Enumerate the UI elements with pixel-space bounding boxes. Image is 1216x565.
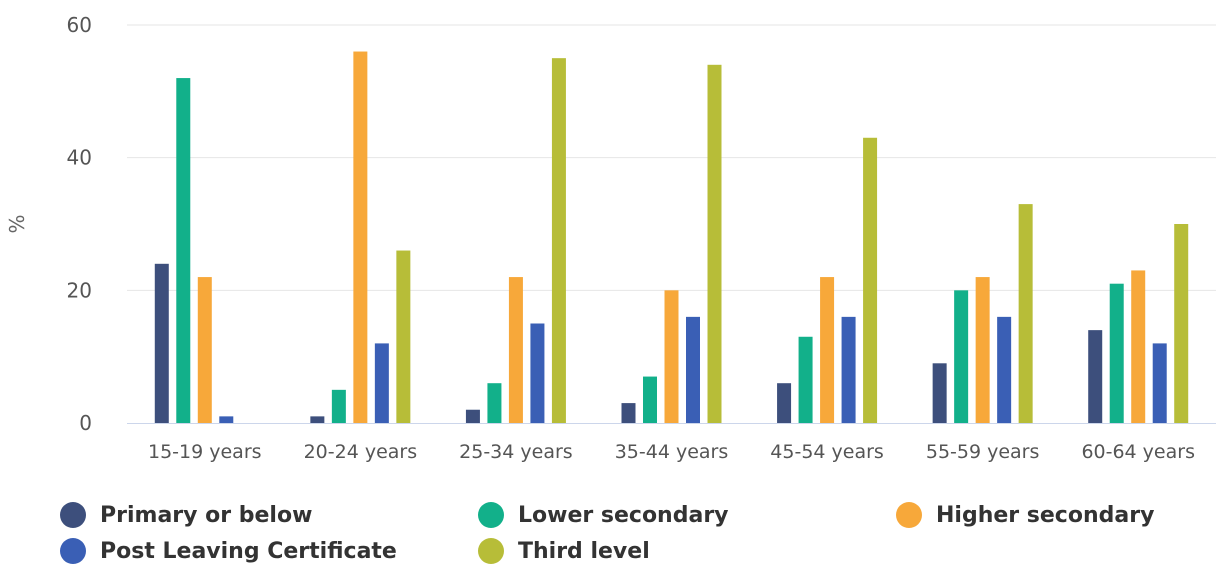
legend-item-lower-secondary[interactable]: Lower secondary bbox=[478, 502, 729, 528]
bar[interactable] bbox=[508, 277, 523, 423]
x-tick-label: 45-54 years bbox=[770, 441, 884, 463]
bar[interactable] bbox=[707, 64, 722, 424]
bar[interactable] bbox=[1018, 204, 1033, 423]
x-tick-label: 25-34 years bbox=[459, 441, 573, 463]
bar[interactable] bbox=[841, 316, 856, 423]
bar[interactable] bbox=[331, 389, 346, 423]
legend-label: Post Leaving Certificate bbox=[100, 538, 397, 564]
bar[interactable] bbox=[664, 290, 679, 423]
y-axis-ticks: 0 20 40 60 bbox=[67, 13, 92, 435]
bar[interactable] bbox=[396, 250, 411, 423]
legend-dot-icon bbox=[896, 502, 922, 528]
legend-label: Third level bbox=[518, 538, 650, 564]
legend-item-post-leaving-certificate[interactable]: Post Leaving Certificate bbox=[60, 538, 397, 564]
bar[interactable] bbox=[643, 376, 657, 423]
bar[interactable] bbox=[353, 51, 368, 424]
legend-label: Primary or below bbox=[100, 502, 313, 528]
legend-dot-icon bbox=[478, 538, 504, 564]
bar[interactable] bbox=[465, 409, 480, 423]
bar-chart: 0 20 40 60 % 15-19 years 20-24 years 25-34 ye… bbox=[5, 13, 1216, 463]
y-tick-label: 20 bbox=[67, 278, 92, 302]
x-axis-ticks: 15-19 years 20-24 years 25-34 years 35-44 y… bbox=[148, 441, 1195, 463]
bar[interactable] bbox=[820, 277, 835, 423]
bar[interactable] bbox=[176, 78, 191, 424]
bar[interactable] bbox=[975, 277, 990, 423]
bar[interactable] bbox=[686, 316, 700, 423]
y-axis-label: % bbox=[5, 214, 29, 233]
bar[interactable] bbox=[1174, 224, 1189, 423]
legend-dot-icon bbox=[60, 538, 86, 564]
bar[interactable] bbox=[1131, 270, 1146, 423]
x-tick-label: 60-64 years bbox=[1081, 441, 1195, 463]
bar[interactable] bbox=[530, 323, 545, 424]
legend-item-primary-or-below[interactable]: Primary or below bbox=[60, 502, 312, 528]
bar[interactable] bbox=[932, 363, 947, 423]
bar[interactable] bbox=[798, 336, 813, 423]
bar[interactable] bbox=[621, 403, 636, 423]
bar[interactable] bbox=[997, 316, 1012, 423]
legend-label: Higher secondary bbox=[936, 502, 1155, 528]
bar[interactable] bbox=[551, 58, 566, 424]
bar[interactable] bbox=[777, 383, 792, 423]
legend-dot-icon bbox=[478, 502, 504, 528]
bars bbox=[154, 51, 1189, 424]
bar[interactable] bbox=[954, 290, 969, 423]
bar[interactable] bbox=[154, 263, 169, 423]
legend-label: Lower secondary bbox=[518, 502, 729, 528]
legend: Primary or below Lower secondary Higher … bbox=[60, 502, 1210, 565]
bar[interactable] bbox=[310, 416, 325, 423]
x-tick-label: 35-44 years bbox=[615, 441, 729, 463]
bar[interactable] bbox=[1109, 283, 1124, 423]
y-tick-label: 60 bbox=[67, 13, 92, 37]
bar[interactable] bbox=[219, 416, 234, 423]
legend-item-higher-secondary[interactable]: Higher secondary bbox=[896, 502, 1154, 528]
gridlines bbox=[127, 24, 1216, 291]
bar[interactable] bbox=[863, 137, 878, 423]
bar[interactable] bbox=[487, 383, 502, 423]
bar[interactable] bbox=[1152, 343, 1167, 423]
legend-item-third-level[interactable]: Third level bbox=[478, 538, 650, 564]
legend-dot-icon bbox=[60, 502, 86, 528]
x-tick-label: 55-59 years bbox=[926, 441, 1040, 463]
y-tick-label: 40 bbox=[67, 146, 92, 170]
bar[interactable] bbox=[374, 343, 389, 423]
y-tick-label: 0 bbox=[79, 411, 92, 435]
bar[interactable] bbox=[197, 277, 212, 423]
x-tick-label: 20-24 years bbox=[304, 441, 418, 463]
x-tick-label: 15-19 years bbox=[148, 441, 262, 463]
bar[interactable] bbox=[1088, 330, 1103, 423]
